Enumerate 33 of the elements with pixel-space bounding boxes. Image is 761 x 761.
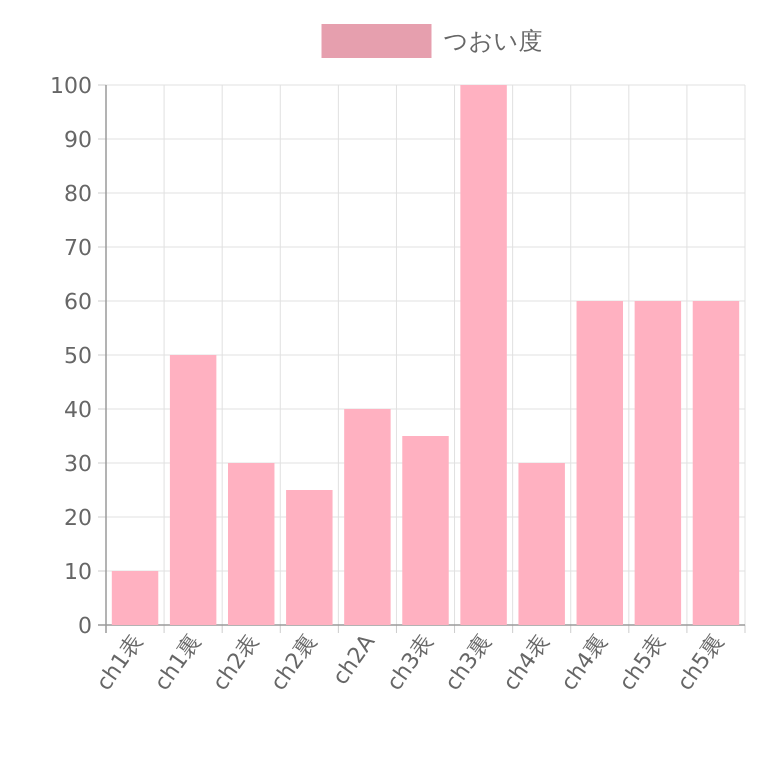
x-tick-label: ch5裏 <box>672 630 729 696</box>
y-tick-label: 100 <box>50 74 92 99</box>
bar <box>634 301 682 625</box>
x-tick-label: ch1表 <box>92 630 148 696</box>
y-tick-label: 90 <box>64 128 92 153</box>
y-tick-label: 40 <box>64 398 92 423</box>
y-tick-label: 30 <box>64 452 92 477</box>
x-tick-label: ch4裏 <box>556 630 613 696</box>
bar <box>170 355 216 625</box>
y-tick-label: 10 <box>64 560 92 585</box>
bar <box>460 85 507 625</box>
y-tick-label: 50 <box>64 344 92 369</box>
y-tick-label: 0 <box>78 614 92 639</box>
x-tick-label: ch1裏 <box>150 630 206 696</box>
bar <box>228 463 274 625</box>
bar <box>112 571 158 625</box>
x-tick-label: ch2表 <box>208 630 264 696</box>
x-tick-label: ch5表 <box>614 630 671 696</box>
y-tick-label: 20 <box>64 506 92 531</box>
y-tick-label: 70 <box>64 236 92 261</box>
legend-label: つおい度 <box>444 27 542 55</box>
bar <box>344 409 391 625</box>
bar <box>402 436 449 625</box>
x-tick-label: ch3裏 <box>440 630 497 696</box>
y-tick-label: 80 <box>64 182 92 207</box>
bar <box>692 301 740 625</box>
x-tick-label: ch3表 <box>382 630 438 696</box>
x-tick-label: ch2裏 <box>266 630 322 696</box>
y-tick-label: 60 <box>64 290 92 315</box>
bar <box>576 301 624 625</box>
bar <box>518 463 565 625</box>
x-tick-label: ch4表 <box>498 630 555 696</box>
bar <box>286 490 333 625</box>
